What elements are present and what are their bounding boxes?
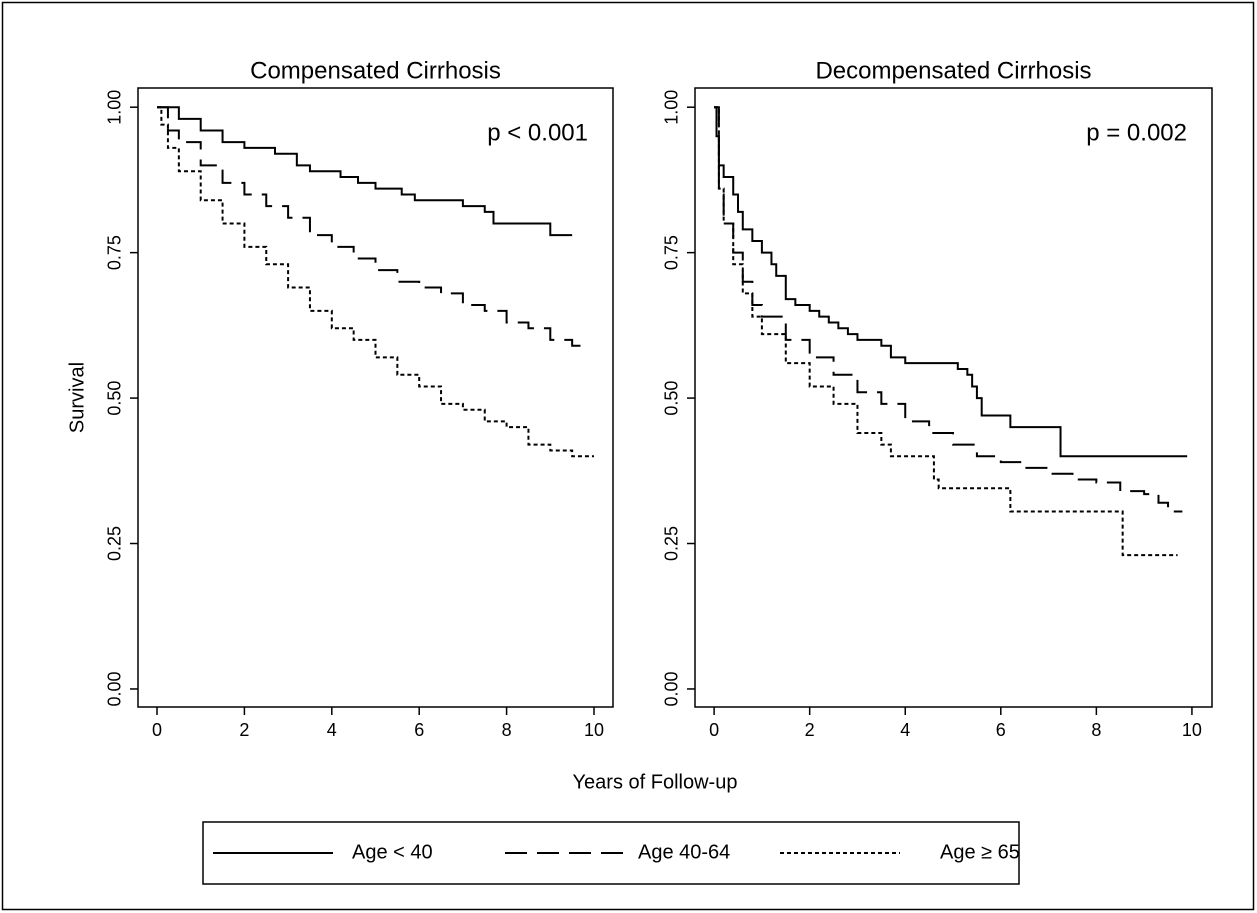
legend <box>202 821 1020 885</box>
survival-curve <box>157 106 590 347</box>
x-tick-label: 4 <box>327 720 337 740</box>
survival-curve <box>157 106 573 237</box>
x-tick-label: 2 <box>239 720 249 740</box>
x-tick-label: 4 <box>900 720 910 740</box>
x-tick-label: 2 <box>805 720 815 740</box>
legend-label: Age 40-64 <box>638 841 730 863</box>
y-tick-label: 0.75 <box>105 235 125 270</box>
annotation: p = 0.002 <box>1086 119 1187 146</box>
x-tick-label: 6 <box>996 720 1006 740</box>
y-tick-label: 1.00 <box>662 90 682 125</box>
y-tick-label: 1.00 <box>105 90 125 125</box>
x-tick-label: 8 <box>502 720 512 740</box>
plot-frame <box>137 87 614 708</box>
survival-curve <box>714 106 1178 557</box>
survival-curve <box>714 106 1188 458</box>
y-tick-label: 0.75 <box>662 235 682 270</box>
survival-curve <box>714 106 1183 513</box>
x-tick-label: 8 <box>1091 720 1101 740</box>
x-tick-label: 10 <box>1182 720 1202 740</box>
y-tick-label: 0.00 <box>105 671 125 706</box>
legend-label: Age ≥ 65 <box>940 841 1020 863</box>
annotation: p < 0.001 <box>487 119 588 146</box>
x-tick-label: 10 <box>584 720 604 740</box>
plot-frame <box>694 87 1213 708</box>
y-tick-label: 0.00 <box>662 671 682 706</box>
x-tick-label: 6 <box>414 720 424 740</box>
y-tick-label: 0.50 <box>662 381 682 416</box>
x-axis-label: Years of Follow-up <box>573 771 738 793</box>
survival-curve <box>157 106 594 458</box>
x-tick-label: 0 <box>152 720 162 740</box>
chart-title: Compensated Cirrhosis <box>250 57 501 84</box>
y-tick-label: 0.50 <box>105 381 125 416</box>
legend-label: Age < 40 <box>352 841 433 863</box>
x-tick-label: 0 <box>709 720 719 740</box>
chart-title: Decompensated Cirrhosis <box>815 57 1091 84</box>
y-tick-label: 0.25 <box>662 526 682 561</box>
y-tick-label: 0.25 <box>105 526 125 561</box>
y-axis-label: Survival <box>66 362 88 433</box>
